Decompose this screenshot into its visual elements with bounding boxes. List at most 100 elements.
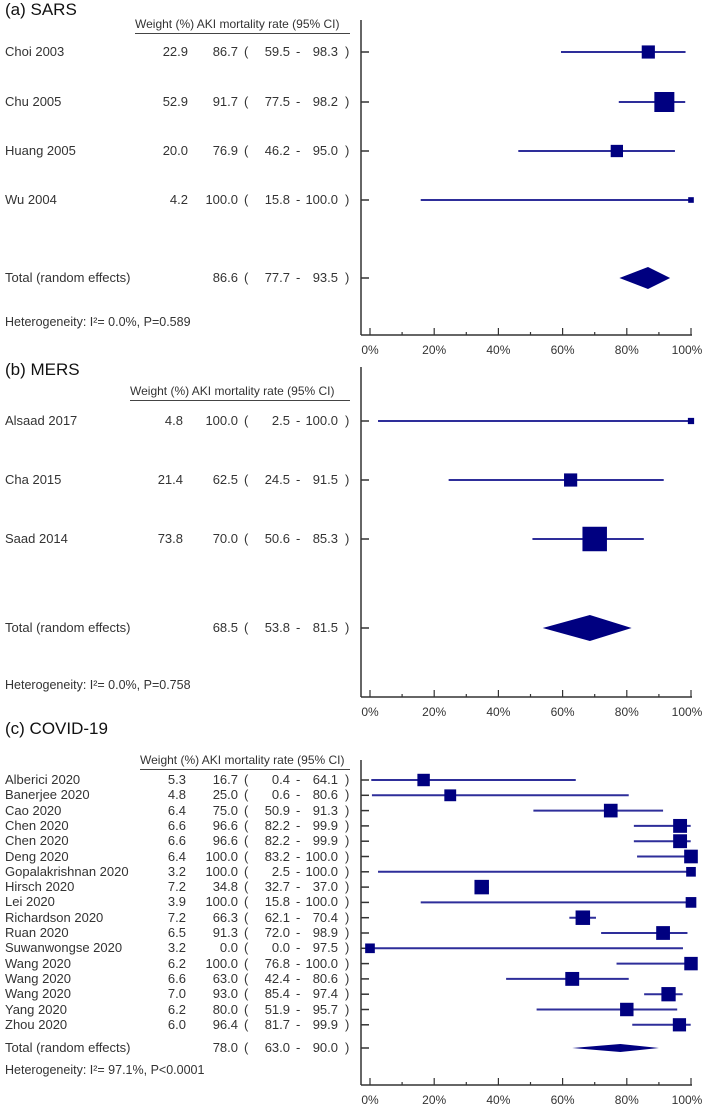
study-weight: 3.9 xyxy=(167,894,186,910)
ci-lower: 50.6 xyxy=(264,531,290,546)
ci-lower: 82.2 xyxy=(264,817,290,833)
ci-upper: 98.9 xyxy=(312,925,338,940)
study-estimate: 80.0 xyxy=(212,1001,238,1017)
ci-dash: - xyxy=(296,192,301,207)
ci-lower: 59.5 xyxy=(264,44,290,59)
study-estimate: 68.5 xyxy=(212,620,238,635)
paren-open: ( xyxy=(244,817,249,833)
paren-close: ) xyxy=(345,270,350,285)
study-name: Chen 2020 xyxy=(5,817,69,833)
ci-lower: 81.7 xyxy=(264,1016,290,1032)
ci-lower: 51.9 xyxy=(264,1001,290,1017)
study-estimate: 62.5 xyxy=(212,472,238,487)
panel-title: (a) SARS xyxy=(5,0,77,19)
study-estimate: 100.0 xyxy=(205,413,238,428)
study-name: Richardson 2020 xyxy=(5,909,104,925)
study-estimate: 100.0 xyxy=(205,192,238,207)
paren-close: ) xyxy=(345,1001,350,1017)
ci-dash: - xyxy=(296,143,301,158)
paren-open: ( xyxy=(244,94,249,109)
x-tick-label: 100% xyxy=(671,705,703,719)
ci-upper: 81.5 xyxy=(312,620,338,635)
study-weight: 3.2 xyxy=(167,863,186,879)
x-tick-label: 60% xyxy=(550,705,575,719)
x-tick-label: 100% xyxy=(671,343,703,357)
ci-lower: 15.8 xyxy=(264,894,290,910)
study-estimate: 93.0 xyxy=(212,986,238,1002)
ci-dash: - xyxy=(296,986,301,1002)
heterogeneity-text: Heterogeneity: I²= 0.0%, P=0.758 xyxy=(5,678,191,692)
ci-lower: 24.5 xyxy=(264,472,290,487)
paren-close: ) xyxy=(345,1040,350,1055)
study-estimate: 34.8 xyxy=(212,879,238,895)
ci-dash: - xyxy=(296,1040,301,1055)
study-weight: 21.4 xyxy=(157,472,183,487)
study-square xyxy=(673,834,688,849)
study-weight: 52.9 xyxy=(162,94,188,109)
ci-dash: - xyxy=(296,787,301,803)
paren-open: ( xyxy=(244,970,249,986)
ci-dash: - xyxy=(296,44,301,59)
study-name: Total (random effects) xyxy=(5,1040,131,1055)
ci-dash: - xyxy=(296,1001,301,1017)
ci-upper: 100.0 xyxy=(305,863,338,879)
table-header: Weight (%) AKI mortality rate (95% CI) xyxy=(135,17,350,34)
study-estimate: 91.3 xyxy=(212,925,238,940)
ci-dash: - xyxy=(296,94,301,109)
study-square xyxy=(582,526,607,552)
study-estimate: 96.6 xyxy=(212,833,238,849)
paren-open: ( xyxy=(244,894,249,910)
study-weight: 6.4 xyxy=(167,802,186,818)
study-square xyxy=(673,818,688,833)
paren-close: ) xyxy=(345,894,350,910)
ci-upper: 100.0 xyxy=(305,848,338,864)
study-estimate: 63.0 xyxy=(212,970,238,986)
study-weight: 6.6 xyxy=(167,833,186,849)
study-weight: 22.9 xyxy=(162,44,188,59)
study-estimate: 66.3 xyxy=(212,909,238,925)
study-name: Alberici 2020 xyxy=(5,772,81,787)
x-tick-label: 20% xyxy=(422,343,447,357)
study-weight: 7.2 xyxy=(167,909,186,925)
paren-open: ( xyxy=(244,925,249,940)
ci-dash: - xyxy=(296,531,301,546)
study-weight: 4.2 xyxy=(169,192,188,207)
study-weight: 6.2 xyxy=(167,1001,186,1017)
study-name: Total (random effects) xyxy=(5,620,131,635)
ci-lower: 2.5 xyxy=(271,413,290,428)
paren-close: ) xyxy=(345,863,350,879)
study-weight: 6.4 xyxy=(167,848,186,864)
study-name: Ruan 2020 xyxy=(5,925,69,940)
study-square xyxy=(603,803,618,818)
study-weight: 7.0 xyxy=(167,986,186,1002)
x-tick-label: 0% xyxy=(361,705,379,719)
study-weight: 7.2 xyxy=(167,879,186,895)
study-estimate: 100.0 xyxy=(205,863,238,879)
paren-open: ( xyxy=(244,787,249,803)
ci-upper: 99.9 xyxy=(312,833,338,849)
heterogeneity-text: Heterogeneity: I²= 0.0%, P=0.589 xyxy=(5,315,191,329)
ci-dash: - xyxy=(296,970,301,986)
paren-close: ) xyxy=(345,1016,350,1032)
study-estimate: 96.4 xyxy=(212,1016,238,1032)
study-weight: 6.2 xyxy=(167,955,186,971)
study-name: Saad 2014 xyxy=(5,531,68,546)
paren-open: ( xyxy=(244,863,249,879)
ci-dash: - xyxy=(296,817,301,833)
paren-open: ( xyxy=(244,270,249,285)
paren-close: ) xyxy=(345,833,350,849)
study-name: Chen 2020 xyxy=(5,833,69,849)
study-estimate: 86.7 xyxy=(212,44,238,59)
study-square xyxy=(684,956,698,971)
study-estimate: 0.0 xyxy=(219,940,238,956)
ci-dash: - xyxy=(296,270,301,285)
paren-close: ) xyxy=(345,925,350,940)
ci-lower: 42.4 xyxy=(264,970,290,986)
study-name: Wang 2020 xyxy=(5,970,72,986)
study-estimate: 25.0 xyxy=(212,787,238,803)
ci-lower: 72.0 xyxy=(264,925,290,940)
study-name: Alsaad 2017 xyxy=(5,413,78,428)
ci-lower: 62.1 xyxy=(264,909,290,925)
paren-open: ( xyxy=(244,192,249,207)
x-tick-label: 40% xyxy=(486,705,511,719)
